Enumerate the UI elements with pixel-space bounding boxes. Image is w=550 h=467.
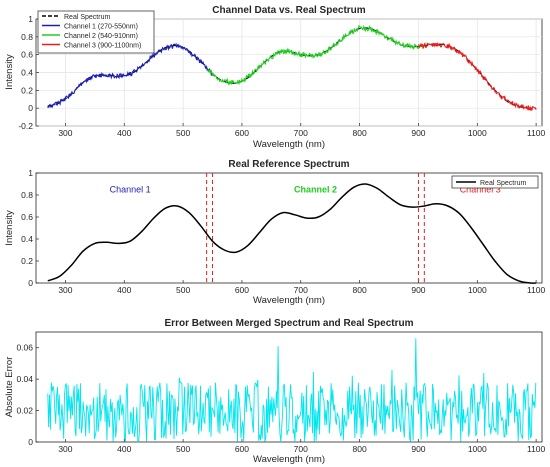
y-tick-label: 0.06: [16, 343, 33, 353]
channel-data-panel: Channel Data vs. Real Spectrum 300 400 500…: [4, 5, 546, 150]
y-tick-label: 0.4: [21, 234, 33, 244]
panel-1-title: Channel Data vs. Real Spectrum: [212, 5, 365, 16]
x-tick-label: 1100: [527, 444, 546, 454]
x-tick-label: 300: [58, 128, 72, 138]
reference-spectrum-panel: Real Reference Spectrum 300 400 500 600 700 8…: [4, 159, 546, 306]
panel-3-ylabel: Absolute Error: [4, 357, 15, 418]
y-tick-label: 0: [28, 437, 33, 447]
x-tick-label: 900: [411, 285, 425, 295]
legend-entry: Real Spectrum: [64, 14, 110, 21]
real-spectrum-line: [47, 183, 537, 284]
x-tick-label: 600: [235, 128, 249, 138]
panel-3-ticks: 300 400 500 600 700 800 900 1000 1100 0 0.02 0.04 0.…: [16, 343, 545, 454]
y-tick-label: 0.04: [16, 374, 33, 384]
panel-2-series: [47, 173, 537, 284]
y-tick-label: 0.02: [16, 406, 33, 416]
x-tick-label: 300: [58, 444, 72, 454]
panel-1-xlabel: Wavelength (nm): [253, 139, 325, 150]
y-tick-label: 0: [28, 278, 33, 288]
panel-2-title: Real Reference Spectrum: [228, 159, 349, 170]
panel-3-title: Error Between Merged Spectrum and Real S…: [165, 318, 414, 329]
error-line: [47, 338, 537, 443]
y-tick-label: 0.6: [21, 50, 33, 60]
channel-2-line: [206, 24, 425, 86]
panel-1-grid: [36, 18, 542, 127]
y-tick-label: 0: [28, 103, 33, 113]
legend-entry: Channel 1 (270-550nm): [64, 24, 138, 31]
legend-entry: Real Spectrum: [480, 180, 526, 187]
x-tick-label: 800: [353, 444, 367, 454]
channel-annotation: Channel 1: [110, 185, 151, 195]
x-tick-label: 800: [353, 128, 367, 138]
x-tick-label: 500: [176, 285, 190, 295]
channel-annotation: Channel 2: [294, 185, 337, 195]
y-tick-label: 0.8: [21, 190, 33, 200]
channel-1-line: [47, 42, 214, 109]
x-tick-label: 1000: [468, 128, 487, 138]
channel-annotation: Channel 3: [460, 185, 501, 195]
panel-3-xlabel: Wavelength (nm): [253, 454, 325, 465]
panel-2-ticks: 300 400 500 600 700 800 900 1000 1100 0 0.2 0.4 0.6 0…: [21, 168, 545, 295]
x-tick-label: 600: [235, 444, 249, 454]
y-tick-label: 0.8: [21, 32, 33, 42]
panel-2-xlabel: Wavelength (nm): [253, 295, 325, 306]
y-tick-label: 0.2: [21, 256, 33, 266]
panel-1-legend: Real Spectrum Channel 1 (270-550nm) Channe…: [37, 10, 155, 54]
legend-box: [451, 175, 539, 189]
error-panel: Error Between Merged Spectrum and Real S…: [4, 318, 546, 465]
y-tick-label: 1: [28, 168, 33, 178]
x-tick-label: 700: [294, 285, 308, 295]
channel-3-line: [418, 41, 537, 112]
x-tick-label: 1000: [468, 285, 487, 295]
x-tick-label: 400: [117, 285, 131, 295]
panel-1-series: [47, 24, 537, 112]
legend-entry: Channel 2 (540-910nm): [64, 33, 138, 40]
x-tick-label: 400: [117, 444, 131, 454]
x-tick-label: 1100: [527, 285, 546, 295]
x-tick-label: 600: [235, 285, 249, 295]
x-tick-label: 700: [294, 444, 308, 454]
x-tick-label: 1000: [468, 444, 487, 454]
y-tick-label: -0.2: [18, 121, 33, 131]
x-tick-label: 900: [411, 444, 425, 454]
panel-3-series: [47, 338, 537, 443]
x-tick-label: 500: [176, 128, 190, 138]
panel-1-ticks: 300 400 500 600 700 800 900 1000 1100 -0.2 0 0.2 0.4…: [18, 14, 545, 138]
x-tick-label: 1100: [527, 128, 546, 138]
x-tick-label: 400: [117, 128, 131, 138]
y-tick-label: 0.2: [21, 85, 33, 95]
legend-box: [37, 10, 155, 54]
y-tick-label: 1: [28, 14, 33, 24]
panel-2-axes: [35, 172, 543, 284]
y-tick-label: 0.4: [21, 68, 33, 78]
panel-1-ylabel: Intensity: [4, 54, 15, 90]
panel-2-annotations: Channel 1 Channel 2 Channel 3: [110, 185, 501, 195]
legend-entry: Channel 3 (900-1100nm): [64, 43, 141, 50]
x-tick-label: 800: [353, 285, 367, 295]
panel-2-legend: Real Spectrum: [451, 175, 539, 189]
y-tick-label: 0.6: [21, 212, 33, 222]
x-tick-label: 500: [176, 444, 190, 454]
panel-2-ylabel: Intensity: [4, 210, 15, 246]
x-tick-label: 900: [411, 128, 425, 138]
x-tick-label: 700: [294, 128, 308, 138]
x-tick-label: 300: [58, 285, 72, 295]
